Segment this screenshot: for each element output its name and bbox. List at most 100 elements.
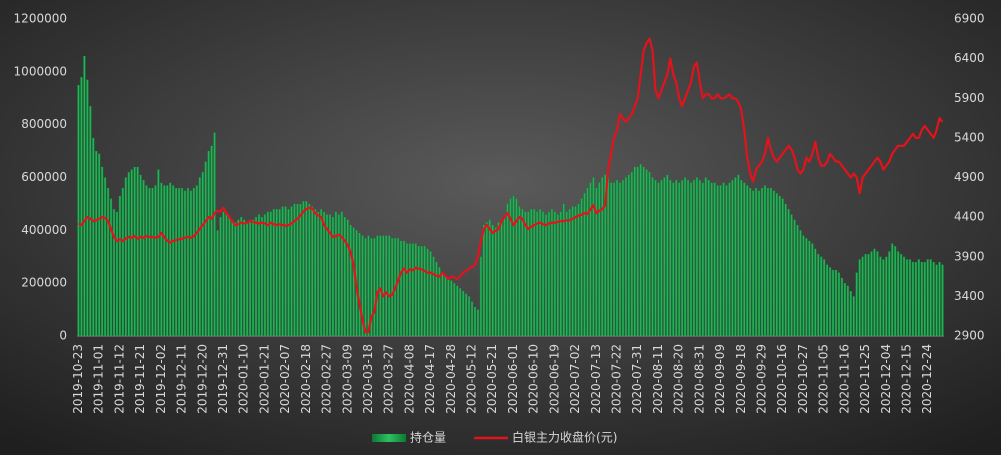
bar: [530, 209, 533, 336]
bar: [408, 243, 412, 336]
bar: [174, 188, 178, 336]
bar: [657, 182, 660, 336]
bar: [669, 180, 672, 336]
bar: [870, 251, 873, 336]
bar: [888, 251, 891, 336]
bar: [204, 161, 207, 336]
bar: [210, 145, 213, 336]
x-tick-label: 2020-03-27: [382, 344, 396, 414]
bar: [574, 206, 577, 336]
bar: [450, 280, 453, 336]
x-tick-label: 2020-02-07: [278, 344, 292, 414]
bar: [225, 214, 228, 336]
bar: [840, 277, 844, 336]
y-tick-label: 200000: [21, 276, 67, 290]
bar: [760, 188, 764, 336]
bar: [926, 259, 929, 336]
bar: [719, 185, 722, 336]
bar: [488, 219, 491, 336]
bar: [349, 225, 352, 336]
bar: [506, 203, 509, 336]
bar: [565, 211, 568, 336]
x-tick-label: 2020-01-10: [237, 344, 251, 414]
bar: [124, 177, 128, 336]
bar: [115, 211, 119, 336]
x-tick-label: 2020-08-20: [672, 344, 686, 414]
bar: [938, 262, 941, 336]
bar: [142, 180, 145, 336]
y-tick-label: 400000: [21, 223, 67, 237]
bar: [672, 182, 675, 336]
legend-label: 白银主力收盘价(元): [512, 430, 617, 445]
bar: [541, 211, 545, 336]
bar: [435, 262, 438, 336]
bar: [867, 254, 870, 336]
bar: [151, 188, 154, 336]
x-tick-label: 2019-12-11: [175, 344, 189, 414]
bar: [799, 230, 802, 336]
bar: [92, 137, 95, 336]
bar: [275, 209, 278, 336]
bar: [192, 188, 196, 336]
bar: [624, 177, 628, 336]
bar: [689, 182, 693, 336]
bar: [630, 172, 634, 336]
bar: [429, 251, 432, 336]
bar: [725, 185, 728, 336]
bar: [260, 217, 264, 336]
bar: [195, 185, 199, 336]
bar: [127, 172, 130, 336]
bar: [825, 264, 829, 336]
bar: [751, 190, 755, 336]
bar: [701, 182, 705, 336]
bar: [112, 209, 116, 336]
y-tick-label: 1200000: [14, 12, 67, 26]
y2-tick-label: 4400: [954, 210, 985, 224]
x-tick-label: 2020-09-09: [713, 344, 727, 414]
bar: [769, 188, 773, 336]
bar: [95, 151, 98, 336]
y-tick-label: 600000: [21, 170, 67, 184]
y2-tick-label: 5400: [954, 130, 985, 144]
x-tick-label: 2020-12-04: [879, 344, 893, 414]
bar: [663, 177, 666, 336]
bar: [186, 188, 190, 336]
bar: [109, 198, 113, 336]
bar: [432, 256, 435, 336]
x-tick-label: 2020-01-21: [257, 344, 271, 414]
y2-tick-label: 5900: [954, 91, 985, 105]
x-tick-label: 2020-08-11: [651, 344, 665, 414]
bar: [512, 195, 515, 336]
x-tick-label: 2020-04-28: [444, 344, 458, 414]
x-tick-label: 2020-06-01: [506, 344, 520, 414]
bar: [748, 188, 752, 336]
bar: [837, 272, 841, 336]
bar: [929, 259, 932, 336]
bar: [784, 203, 787, 336]
y2-tick-label: 6400: [954, 51, 985, 65]
bar: [710, 182, 713, 336]
bar: [923, 262, 926, 336]
bar: [136, 166, 139, 336]
bar: [314, 209, 317, 336]
bar: [299, 203, 302, 336]
bar: [577, 203, 580, 336]
bar: [340, 211, 344, 336]
x-tick-label: 2020-05-21: [485, 344, 499, 414]
bar: [171, 185, 175, 336]
x-tick-label: 2020-06-10: [527, 344, 541, 414]
bar: [444, 275, 447, 336]
bar: [763, 185, 767, 336]
bar: [651, 177, 654, 336]
bar: [580, 198, 583, 336]
bar: [686, 180, 690, 336]
line: [77, 37, 944, 334]
y-tick-label: 800000: [21, 117, 67, 131]
bar: [787, 209, 790, 336]
x-tick-label: 2020-02-18: [299, 344, 313, 414]
bar: [287, 209, 290, 336]
bar: [604, 174, 607, 336]
x-tick-label: 2020-06-19: [547, 344, 561, 414]
bar: [861, 256, 864, 336]
bar: [411, 243, 415, 336]
